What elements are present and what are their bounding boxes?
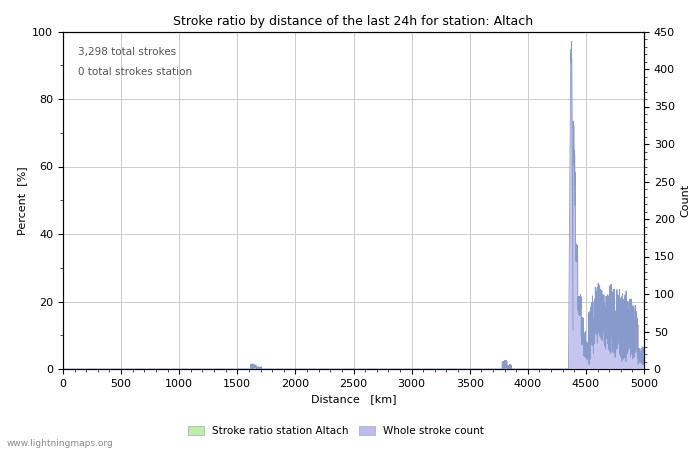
Legend: Stroke ratio station Altach, Whole stroke count: Stroke ratio station Altach, Whole strok… <box>184 422 488 440</box>
X-axis label: Distance   [km]: Distance [km] <box>311 394 396 404</box>
Y-axis label: Count: Count <box>680 184 690 217</box>
Text: 0 total strokes station: 0 total strokes station <box>78 67 192 77</box>
Text: www.lightningmaps.org: www.lightningmaps.org <box>7 439 113 448</box>
Y-axis label: Percent  [%]: Percent [%] <box>17 166 27 234</box>
Text: 3,298 total strokes: 3,298 total strokes <box>78 47 176 57</box>
Title: Stroke ratio by distance of the last 24h for station: Altach: Stroke ratio by distance of the last 24h… <box>174 14 533 27</box>
